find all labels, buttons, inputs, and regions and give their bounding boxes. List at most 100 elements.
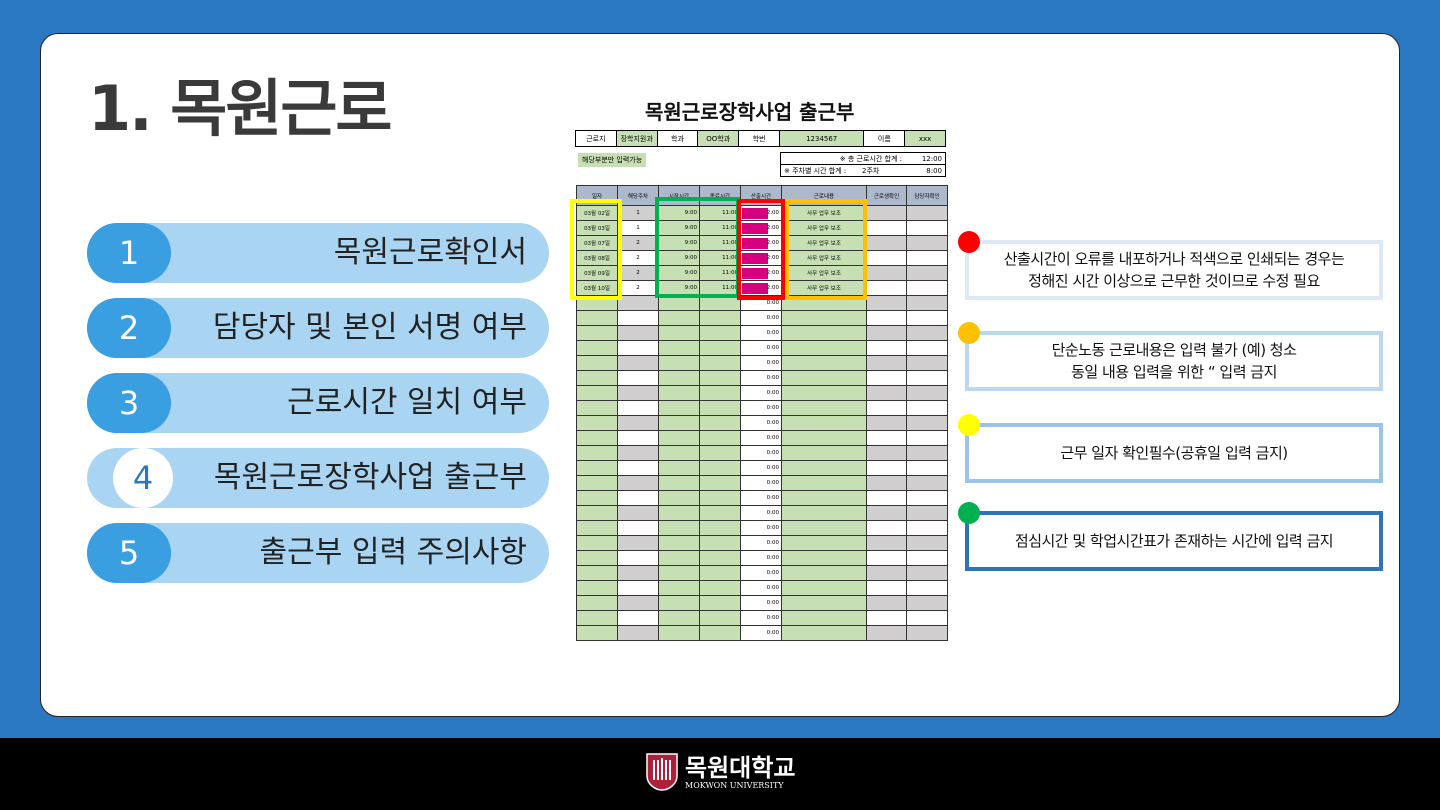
table-cell[interactable]	[617, 505, 659, 521]
table-cell[interactable]	[617, 295, 659, 311]
table-cell[interactable]	[617, 325, 659, 341]
table-cell[interactable]	[906, 325, 948, 341]
menu-item-2[interactable]: 2 담당자 및 본인 서명 여부	[87, 298, 549, 358]
table-cell[interactable]	[576, 535, 618, 551]
table-cell[interactable]	[906, 475, 948, 491]
table-cell[interactable]	[576, 595, 618, 611]
table-cell[interactable]	[658, 295, 700, 311]
table-cell[interactable]	[658, 385, 700, 401]
table-cell[interactable]	[658, 460, 700, 476]
table-cell[interactable]	[781, 325, 867, 341]
table-cell[interactable]	[781, 400, 867, 416]
table-cell[interactable]	[866, 610, 907, 626]
table-cell[interactable]: 0:00	[740, 625, 782, 641]
table-cell[interactable]	[576, 475, 618, 491]
table-cell[interactable]	[866, 355, 907, 371]
table-cell[interactable]: 1	[617, 205, 659, 221]
table-cell[interactable]	[699, 625, 741, 641]
table-cell[interactable]	[866, 370, 907, 386]
table-cell[interactable]: 2	[617, 250, 659, 266]
table-cell[interactable]	[576, 550, 618, 566]
table-cell[interactable]	[906, 220, 948, 236]
table-cell[interactable]	[906, 535, 948, 551]
table-cell[interactable]	[617, 430, 659, 446]
table-cell[interactable]	[699, 550, 741, 566]
table-cell[interactable]: 1	[617, 220, 659, 236]
table-cell[interactable]	[576, 460, 618, 476]
table-cell[interactable]	[699, 520, 741, 536]
table-cell[interactable]	[866, 325, 907, 341]
table-cell[interactable]	[658, 415, 700, 431]
table-cell[interactable]: 0:00	[740, 340, 782, 356]
table-cell[interactable]	[576, 490, 618, 506]
table-cell[interactable]	[617, 340, 659, 356]
table-cell[interactable]	[866, 415, 907, 431]
table-cell[interactable]	[781, 415, 867, 431]
table-cell[interactable]: 0:00	[740, 460, 782, 476]
table-cell[interactable]	[906, 295, 948, 311]
table-cell[interactable]	[781, 520, 867, 536]
table-cell[interactable]	[906, 385, 948, 401]
table-cell[interactable]	[576, 325, 618, 341]
table-cell[interactable]	[617, 400, 659, 416]
table-cell[interactable]	[576, 415, 618, 431]
table-cell[interactable]: 03월 07일	[576, 235, 618, 251]
table-cell[interactable]	[617, 310, 659, 326]
table-cell[interactable]	[658, 550, 700, 566]
table-cell[interactable]: 0:00	[740, 610, 782, 626]
table-cell[interactable]	[576, 610, 618, 626]
table-cell[interactable]	[576, 400, 618, 416]
table-cell[interactable]	[781, 310, 867, 326]
table-cell[interactable]: 0:00	[740, 490, 782, 506]
table-cell[interactable]	[658, 325, 700, 341]
table-cell[interactable]	[699, 385, 741, 401]
table-cell[interactable]	[576, 310, 618, 326]
table-cell[interactable]	[576, 625, 618, 641]
table-cell[interactable]	[658, 430, 700, 446]
table-cell[interactable]	[617, 595, 659, 611]
table-cell[interactable]	[906, 250, 948, 266]
table-cell[interactable]: 0:00	[740, 445, 782, 461]
table-cell[interactable]	[866, 340, 907, 356]
table-cell[interactable]	[781, 625, 867, 641]
table-cell[interactable]	[658, 505, 700, 521]
table-cell[interactable]	[617, 490, 659, 506]
table-cell[interactable]: 0:00	[740, 520, 782, 536]
table-cell[interactable]: 9:00	[658, 220, 700, 236]
table-cell[interactable]	[658, 565, 700, 581]
table-cell[interactable]: 0:00	[740, 535, 782, 551]
table-cell[interactable]: 2:00	[740, 265, 782, 281]
table-cell[interactable]	[866, 475, 907, 491]
table-cell[interactable]	[576, 520, 618, 536]
table-cell[interactable]	[866, 580, 907, 596]
table-cell[interactable]	[699, 340, 741, 356]
table-cell[interactable]	[576, 430, 618, 446]
table-cell[interactable]	[699, 355, 741, 371]
table-cell[interactable]	[658, 535, 700, 551]
table-cell[interactable]	[906, 445, 948, 461]
table-cell[interactable]	[699, 415, 741, 431]
table-cell[interactable]	[658, 370, 700, 386]
table-cell[interactable]	[781, 505, 867, 521]
table-cell[interactable]	[576, 370, 618, 386]
menu-item-4[interactable]: 4 목원근로장학사업 출근부	[87, 448, 549, 508]
table-cell[interactable]: 11:00	[699, 205, 741, 221]
table-cell[interactable]: 2	[617, 265, 659, 281]
table-cell[interactable]: 0:00	[740, 415, 782, 431]
table-cell[interactable]	[576, 565, 618, 581]
table-cell[interactable]	[658, 595, 700, 611]
table-cell[interactable]	[866, 535, 907, 551]
table-cell[interactable]	[576, 385, 618, 401]
table-cell[interactable]: 0:00	[740, 430, 782, 446]
table-cell[interactable]	[617, 610, 659, 626]
table-cell[interactable]: 사무 업무 보조	[781, 280, 867, 296]
table-cell[interactable]	[866, 490, 907, 506]
table-cell[interactable]	[699, 295, 741, 311]
table-cell[interactable]	[617, 460, 659, 476]
table-cell[interactable]	[658, 610, 700, 626]
table-cell[interactable]	[617, 385, 659, 401]
table-cell[interactable]	[906, 355, 948, 371]
table-cell[interactable]	[866, 595, 907, 611]
table-cell[interactable]: 0:00	[740, 565, 782, 581]
table-cell[interactable]	[906, 625, 948, 641]
